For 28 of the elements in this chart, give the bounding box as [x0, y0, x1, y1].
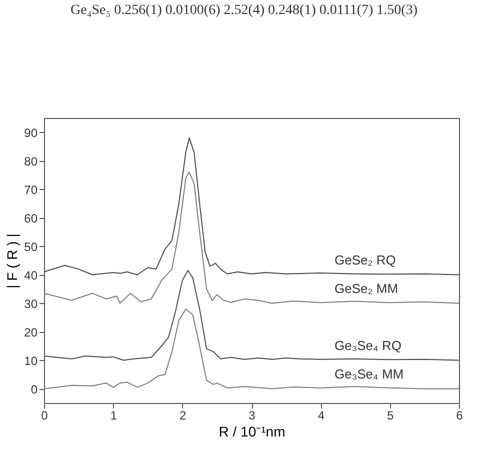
series-label: GeSe₂ RQ [334, 252, 396, 268]
series-label: Ge₃Se₄ RQ [334, 338, 402, 353]
line-series [44, 308, 460, 390]
y-tick-label: 0 [30, 382, 38, 396]
x-tick-label: 4 [318, 408, 325, 422]
x-tick-label: 6 [456, 408, 464, 422]
line-series [44, 172, 460, 304]
x-tick-label: 2 [179, 408, 186, 422]
line-series [44, 137, 460, 276]
y-tick-label: 90 [24, 126, 38, 140]
y-tick-label: 30 [24, 296, 38, 311]
y-tick-label: 60 [24, 211, 38, 226]
series-label: Ge₃Se₄ MM [334, 366, 404, 382]
y-tick-label: 50 [24, 240, 38, 254]
x-tick-label: 1 [110, 408, 118, 422]
y-tick-label: 80 [24, 154, 38, 168]
line-series [44, 270, 460, 361]
y-tick-label: 70 [24, 182, 38, 197]
x-axis-title: R / 10⁻¹nm [218, 424, 286, 440]
y-tick-label: 10 [24, 354, 38, 368]
x-tick-label: 0 [41, 408, 48, 422]
y-tick-label: 20 [24, 325, 38, 340]
y-axis-title: | F ( R ) | [4, 234, 20, 288]
y-tick-label: 40 [24, 268, 38, 282]
x-tick-label: 3 [248, 408, 256, 422]
series-label: GeSe₂ MM [334, 281, 398, 296]
x-tick-label: 5 [386, 408, 394, 422]
text: Ge₄Se₅ 0.256(1) 0.0100(6) 2.52(4) 0.248(1) 0.0111(7) 1.50(3) [70, 3, 418, 18]
